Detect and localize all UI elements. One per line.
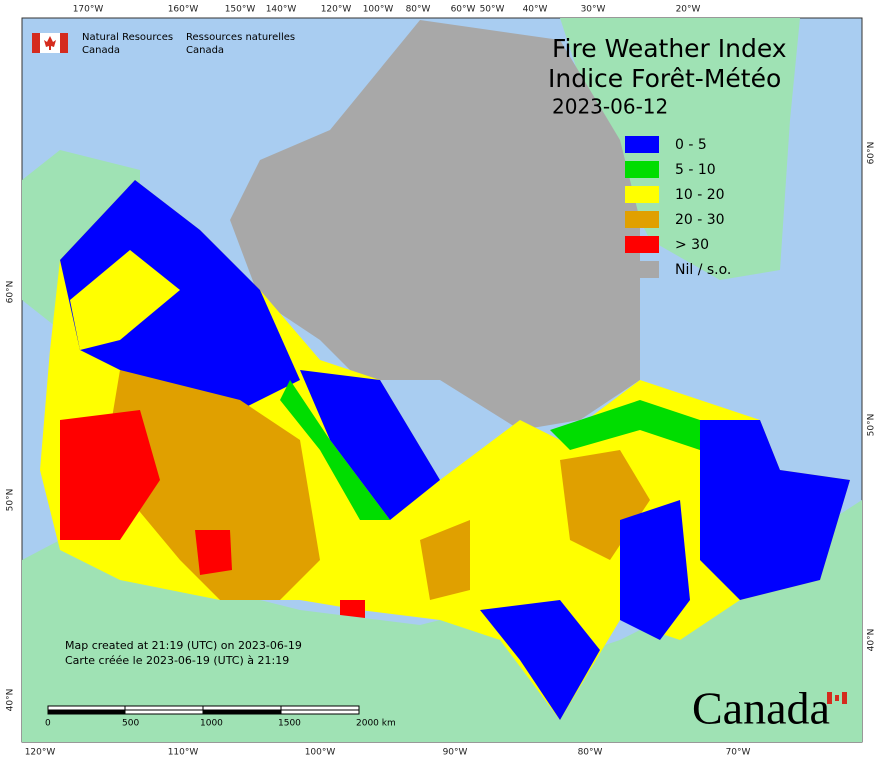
longitude-label: 80°W (578, 748, 603, 758)
flag-bar (32, 33, 40, 53)
latitude-label: 40°N (867, 629, 877, 652)
longitude-label: 100°W (363, 5, 394, 15)
title-date: 2023-06-12 (552, 95, 668, 119)
zone-blue-hudson (300, 370, 440, 520)
longitude-label: 40°W (523, 5, 548, 15)
org-fr: Canada (186, 45, 224, 56)
latitude-label: 50°N (6, 489, 16, 512)
longitude-label: 90°W (443, 748, 468, 758)
wordmark-flag (842, 692, 847, 704)
longitude-label: 60°W (451, 5, 476, 15)
title-fr: Indice Forêt-Météo (548, 64, 781, 93)
usa (22, 500, 862, 742)
wordmark-flag (827, 692, 832, 704)
legend-label: 20 - 30 (675, 212, 725, 228)
scale-bar: 0 500 1000 1500 2000 km (45, 705, 396, 729)
longitude-label: 30°W (581, 5, 606, 15)
zone-red-on (340, 600, 365, 618)
legend: 0 - 5 5 - 10 10 - 20 20 - 30 > 30 Nil / s.o. (625, 136, 731, 278)
arctic-nil (230, 20, 640, 430)
title-en: Fire Weather Index (552, 34, 787, 63)
latitude-label: 40°N (6, 689, 16, 712)
scale-segment (280, 705, 360, 711)
greenland (560, 18, 800, 280)
scale-segment (202, 709, 282, 715)
scale-label: 1000 (200, 719, 223, 729)
zone-green-qc (550, 400, 700, 450)
latitude-label: 60°N (6, 281, 16, 304)
wordmark-flag (835, 695, 839, 701)
legend-label: 0 - 5 (675, 137, 707, 153)
zone-green-hudson (280, 380, 390, 520)
longitude-label: 70°W (726, 748, 751, 758)
longitude-label: 150°W (225, 5, 256, 15)
longitude-label: 100°W (305, 748, 336, 758)
zone-orange-west (110, 370, 320, 600)
legend-swatch (625, 236, 659, 253)
latitude-label: 50°N (867, 414, 877, 437)
legend-swatch (625, 186, 659, 203)
org-en: Natural Resources (82, 32, 173, 43)
wordmark: Canada (692, 683, 830, 734)
scale-segment (202, 705, 282, 711)
scale-label: 500 (122, 719, 139, 729)
scale-label: 1500 (278, 719, 301, 729)
longitude-label: 120°W (25, 748, 56, 758)
zone-blue-se (620, 500, 690, 640)
scale-segment (280, 709, 360, 715)
credit: Map created at 21:19 (UTC) on 2023-06-19 (65, 639, 302, 652)
legend-swatch (625, 136, 659, 153)
zone-blue-nw (60, 180, 300, 410)
legend-swatch (625, 161, 659, 178)
longitude-label: 110°W (168, 748, 199, 758)
org-en: Canada (82, 45, 120, 56)
org-fr: Ressources naturelles (186, 32, 295, 43)
legend-label: Nil / s.o. (675, 262, 731, 278)
longitude-label: 50°W (480, 5, 505, 15)
credit: Carte créée le 2023-06-19 (UTC) à 21:19 (65, 654, 289, 667)
legend-label: 10 - 20 (675, 187, 725, 203)
scale-segment (124, 709, 204, 715)
flag-leaf (44, 36, 56, 50)
legend-label: > 30 (675, 237, 709, 253)
scale-segment (124, 705, 204, 711)
legend-label: 5 - 10 (675, 162, 716, 178)
longitude-label: 160°W (168, 5, 199, 15)
scale-label: 0 (45, 719, 51, 729)
longitude-label: 120°W (321, 5, 352, 15)
scale-segment (47, 705, 126, 711)
latitude-label: 60°N (867, 142, 877, 165)
zone-red-ab (195, 530, 232, 575)
flag-bar (60, 33, 68, 53)
longitude-label: 20°W (676, 5, 701, 15)
zone-red-bc (60, 410, 160, 540)
zone-yellow-yukon (70, 250, 180, 350)
scale-segment (47, 709, 126, 715)
graticule-labels: 170°W 160°W 150°W 140°W 120°W 100°W 80°W 60°W 50… (6, 5, 877, 758)
longitude-label: 170°W (73, 5, 104, 15)
legend-swatch (625, 211, 659, 228)
legend-swatch (625, 261, 659, 278)
longitude-label: 80°W (406, 5, 431, 15)
scale-label: 2000 km (356, 719, 396, 729)
zone-blue-east (700, 420, 850, 600)
zone-blue-ontario (480, 600, 600, 720)
zone-orange-on (420, 520, 470, 600)
longitude-label: 140°W (266, 5, 297, 15)
